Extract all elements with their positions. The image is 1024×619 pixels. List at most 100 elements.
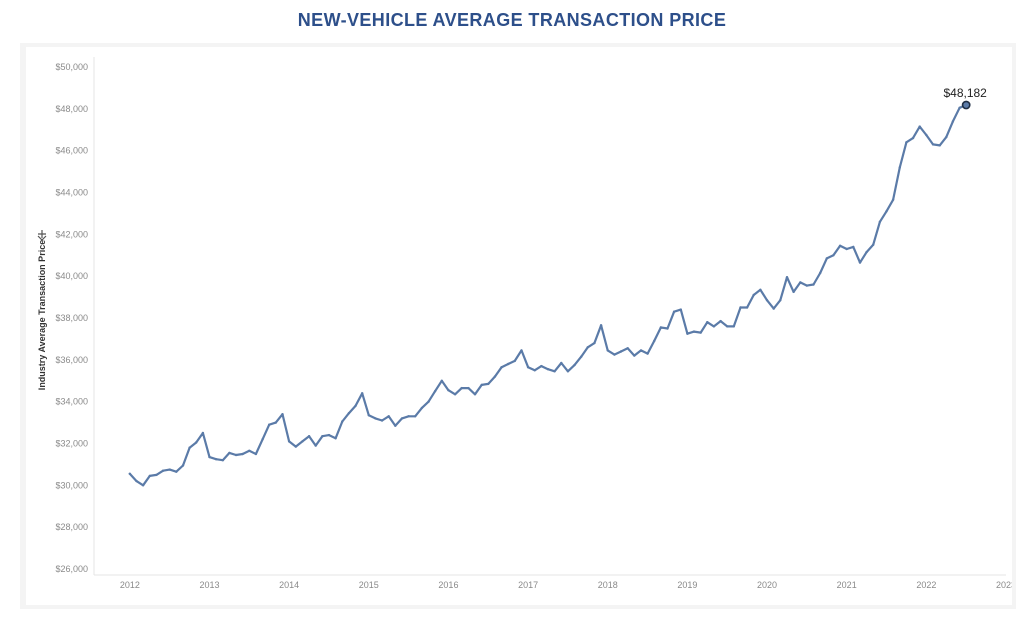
data-point — [453, 393, 457, 396]
data-point — [493, 375, 497, 378]
data-point — [686, 332, 689, 335]
data-point — [361, 392, 364, 395]
data-point — [646, 352, 649, 355]
data-point — [745, 306, 749, 309]
x-tick-label: 2014 — [279, 580, 299, 590]
data-point — [692, 330, 696, 333]
data-point — [380, 419, 384, 422]
y-tick-label: $28,000 — [55, 522, 88, 532]
data-point — [838, 244, 842, 247]
data-point — [407, 415, 410, 418]
data-point — [938, 144, 941, 147]
data-point — [507, 362, 510, 366]
data-point — [141, 484, 145, 487]
data-point — [945, 135, 948, 139]
data-point — [294, 445, 297, 448]
data-point — [699, 331, 702, 334]
data-point — [254, 452, 258, 456]
y-tick-label: $48,000 — [55, 104, 88, 114]
data-point — [898, 166, 901, 169]
data-point — [201, 431, 205, 435]
data-point — [268, 423, 271, 426]
data-point — [341, 420, 344, 423]
y-tick-label: $34,000 — [55, 397, 88, 407]
x-tick-label: 2023 — [996, 580, 1012, 590]
y-tick-label: $30,000 — [55, 480, 88, 490]
data-point — [626, 347, 629, 350]
data-point — [719, 319, 722, 323]
y-tick-label: $44,000 — [55, 188, 88, 198]
data-point — [400, 417, 404, 420]
data-point — [865, 250, 868, 254]
line-chart: Industry Average Transaction Price $26,0… — [37, 57, 1012, 590]
data-point — [925, 133, 928, 137]
data-point — [181, 464, 185, 467]
sort-icon[interactable] — [37, 230, 47, 241]
y-tick-label: $40,000 — [55, 271, 88, 281]
y-tick-label: $50,000 — [55, 62, 88, 72]
data-point — [433, 390, 437, 393]
data-point — [274, 421, 277, 424]
data-point — [852, 245, 855, 249]
data-point — [281, 413, 284, 416]
data-point — [825, 257, 828, 260]
data-point — [752, 293, 755, 297]
data-point — [566, 370, 570, 373]
data-point — [951, 120, 955, 123]
data-point — [586, 346, 589, 349]
data-point — [221, 459, 224, 462]
data-point — [135, 479, 138, 483]
plot-area: Industry Average Transaction Price $26,0… — [26, 47, 1012, 605]
data-point — [653, 339, 656, 343]
data-point — [739, 306, 742, 309]
x-axis-ticks: 2012 2013 2014 2015 2016 2017 2018 2019 2020 2021… — [120, 580, 1012, 590]
data-point — [805, 284, 809, 287]
data-point — [480, 383, 483, 387]
latest-value-marker[interactable] — [961, 100, 971, 110]
data-point — [248, 449, 251, 452]
data-point — [394, 424, 397, 427]
data-point — [633, 354, 636, 357]
data-point — [228, 451, 231, 455]
x-tick-label: 2019 — [677, 580, 697, 590]
data-point — [659, 326, 663, 329]
data-point — [148, 474, 151, 478]
data-point — [772, 307, 775, 310]
data-point — [526, 366, 530, 369]
data-point — [560, 361, 563, 365]
data-point — [307, 435, 311, 438]
data-point — [241, 452, 244, 456]
data-point — [885, 210, 888, 213]
x-tick-label: 2021 — [837, 580, 857, 590]
data-point — [546, 368, 550, 371]
data-point — [706, 321, 709, 324]
data-point — [314, 444, 317, 447]
x-tick-label: 2022 — [916, 580, 936, 590]
data-point — [639, 349, 643, 352]
data-point — [958, 106, 961, 109]
data-point — [573, 363, 576, 367]
y-axis-title-group: Industry Average Transaction Price — [37, 230, 47, 390]
data-point — [672, 310, 676, 313]
data-point — [845, 247, 848, 251]
data-point — [785, 276, 789, 279]
x-tick-label: 2017 — [518, 580, 538, 590]
data-point — [911, 136, 915, 140]
data-point — [712, 325, 716, 328]
data-point — [500, 366, 503, 369]
y-axis-ticks: $26,000 $28,000 $30,000 $32,000 $34,000 $36,0… — [55, 62, 88, 574]
data-point — [261, 438, 264, 441]
data-point — [819, 271, 822, 275]
data-point — [666, 327, 669, 330]
data-point — [799, 281, 802, 284]
data-point — [188, 446, 191, 449]
data-point — [679, 308, 682, 311]
data-point — [858, 261, 862, 264]
data-point — [759, 288, 762, 291]
data-point — [414, 415, 417, 418]
data-point — [214, 458, 218, 461]
data-point — [812, 283, 815, 286]
data-point — [931, 143, 935, 146]
x-tick-label: 2012 — [120, 580, 140, 590]
data-point — [832, 254, 835, 257]
